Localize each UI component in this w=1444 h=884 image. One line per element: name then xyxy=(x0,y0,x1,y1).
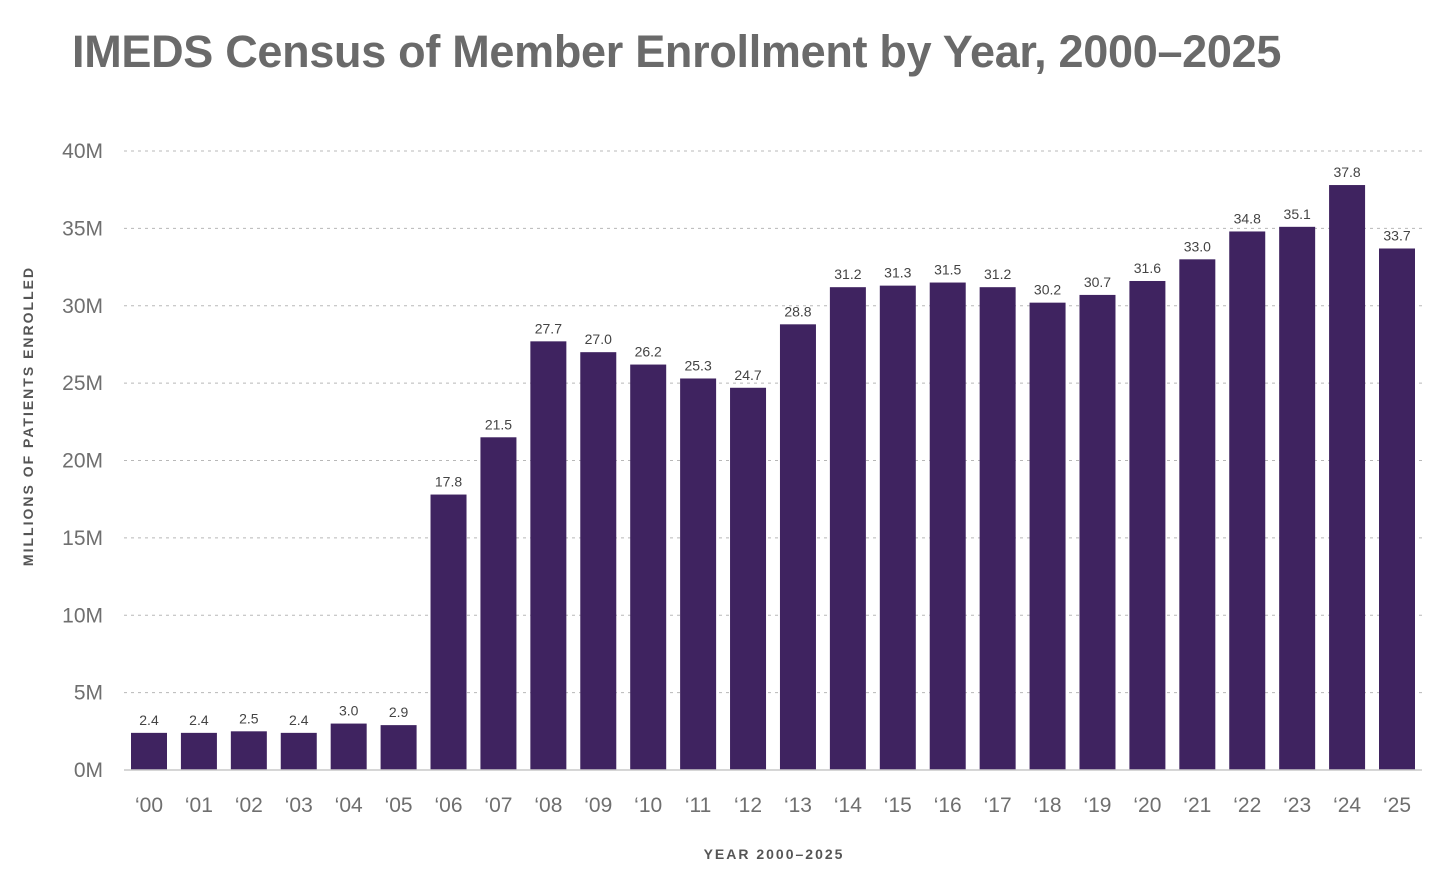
x-tick-label: ‘10 xyxy=(634,794,662,817)
data-label: 30.7 xyxy=(1084,274,1111,290)
x-tick-label: ‘04 xyxy=(335,794,363,817)
y-tick-label: 5M xyxy=(74,682,103,705)
x-tick-label: ‘08 xyxy=(534,794,562,817)
data-label: 21.5 xyxy=(485,416,512,432)
bars xyxy=(131,185,1415,771)
data-label: 30.2 xyxy=(1034,282,1061,298)
chart-title: IMEDS Census of Member Enrollment by Yea… xyxy=(72,26,1282,77)
bar xyxy=(380,725,417,770)
bar xyxy=(1029,302,1066,770)
x-tick-label: ‘09 xyxy=(584,794,612,817)
data-label: 37.8 xyxy=(1333,164,1360,180)
x-tick-label: ‘21 xyxy=(1183,794,1211,817)
bar xyxy=(430,494,467,770)
x-tick-label: ‘11 xyxy=(685,794,711,817)
x-tick-label: ‘22 xyxy=(1233,794,1261,817)
bar xyxy=(480,437,517,770)
y-tick-label: 15M xyxy=(62,527,103,550)
bar xyxy=(1079,294,1116,770)
data-label: 25.3 xyxy=(684,357,711,373)
data-label: 31.6 xyxy=(1134,260,1161,276)
y-axis-title: MILLIONS OF PATIENTS ENROLLED xyxy=(20,266,36,566)
bar xyxy=(1279,226,1316,770)
data-label: 35.1 xyxy=(1284,206,1311,222)
data-label: 17.8 xyxy=(435,474,462,490)
data-label: 26.2 xyxy=(635,344,662,360)
bar xyxy=(1179,259,1216,770)
data-label: 31.2 xyxy=(984,266,1011,282)
y-axis-ticks: 0M 5M 10M 15M 20M 25M 30M 35M 40M xyxy=(62,140,103,782)
data-label: 2.4 xyxy=(189,712,209,728)
data-labels: 2.4 2.4 2.5 2.4 3.0 2.9 17.8 21.5 27.7 27.0 26.2 25… xyxy=(139,164,1411,728)
y-tick-label: 40M xyxy=(62,140,103,163)
bar xyxy=(630,364,667,770)
data-label: 24.7 xyxy=(734,367,761,383)
x-axis-title: YEAR 2000–2025 xyxy=(704,846,845,862)
data-label: 2.4 xyxy=(139,712,159,728)
bar xyxy=(580,352,617,770)
y-tick-label: 0M xyxy=(74,759,103,782)
x-tick-label: ‘15 xyxy=(884,794,912,817)
bar xyxy=(680,378,717,770)
x-tick-label: ‘19 xyxy=(1083,794,1111,817)
x-tick-label: ‘03 xyxy=(285,794,313,817)
x-tick-label: ‘25 xyxy=(1383,794,1411,817)
y-tick-label: 20M xyxy=(62,450,103,473)
x-tick-label: ‘02 xyxy=(235,794,263,817)
y-tick-label: 35M xyxy=(62,217,103,240)
data-label: 33.7 xyxy=(1383,227,1410,243)
bar xyxy=(1379,248,1415,770)
data-label: 34.8 xyxy=(1234,210,1261,226)
data-label: 31.5 xyxy=(934,262,961,278)
bar xyxy=(730,387,767,770)
bar xyxy=(530,341,567,770)
x-tick-label: ‘14 xyxy=(834,794,862,817)
data-label: 31.2 xyxy=(834,266,861,282)
bar xyxy=(131,732,167,770)
bar xyxy=(1329,185,1366,771)
bar xyxy=(330,723,367,770)
x-tick-label: ‘01 xyxy=(185,794,213,817)
y-tick-label: 30M xyxy=(62,295,103,318)
bar xyxy=(1229,231,1266,771)
x-tick-label: ‘06 xyxy=(435,794,463,817)
x-tick-label: ‘23 xyxy=(1283,794,1311,817)
data-label: 2.4 xyxy=(289,712,309,728)
bar xyxy=(230,731,267,770)
data-label: 2.5 xyxy=(239,710,259,726)
x-tick-label: ‘07 xyxy=(484,794,512,817)
bar xyxy=(280,732,317,770)
bar xyxy=(979,287,1016,770)
y-tick-label: 10M xyxy=(62,604,103,627)
data-label: 2.9 xyxy=(389,704,409,720)
x-tick-label: ‘20 xyxy=(1133,794,1161,817)
x-tick-label: ‘18 xyxy=(1034,794,1062,817)
bar xyxy=(1129,280,1166,770)
data-label: 28.8 xyxy=(784,303,811,319)
data-label: 31.3 xyxy=(884,265,911,281)
data-label: 27.0 xyxy=(585,331,612,347)
x-tick-label: ‘13 xyxy=(784,794,812,817)
data-label: 3.0 xyxy=(339,703,359,719)
x-tick-label: ‘17 xyxy=(984,794,1012,817)
bar xyxy=(180,732,217,770)
x-tick-label: ‘05 xyxy=(385,794,413,817)
x-tick-label: ‘24 xyxy=(1333,794,1361,817)
gridlines xyxy=(124,150,1422,694)
bar xyxy=(929,282,966,770)
bar xyxy=(879,285,916,770)
x-tick-label: ‘12 xyxy=(734,794,762,817)
x-tick-label: ‘16 xyxy=(934,794,962,817)
bar xyxy=(779,324,816,770)
data-label: 27.7 xyxy=(535,320,562,336)
y-tick-label: 25M xyxy=(62,372,103,395)
x-axis-ticks: ‘00 ‘01 ‘02 ‘03 ‘04 ‘05 ‘06 ‘07 ‘08 ‘09 ‘10 ‘11 ‘12 ‘… xyxy=(135,794,1411,817)
data-label: 33.0 xyxy=(1184,238,1211,254)
bar xyxy=(829,287,866,770)
x-tick-label: ‘00 xyxy=(135,794,163,817)
